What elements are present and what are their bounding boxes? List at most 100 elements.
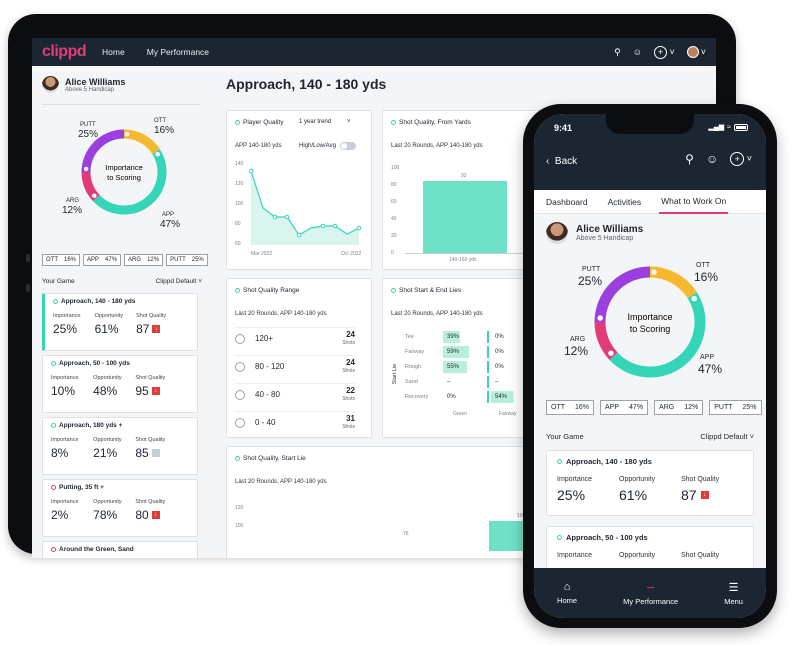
logo[interactable]: clippd <box>42 43 87 60</box>
panel-title: Shot Start & End Lies <box>399 287 462 294</box>
profile-sidebar: Alice Williams Above 5 Handicap Importan… <box>32 66 212 558</box>
users-icon[interactable]: ☺ <box>632 47 642 57</box>
account-menu[interactable]: ˅ <box>686 46 706 58</box>
tab-dashboard[interactable]: Dashboard <box>546 196 588 207</box>
filter-dropdown[interactable]: Clippd Default ˅ <box>156 278 202 285</box>
col-header: Opportunity <box>619 552 656 559</box>
add-menu[interactable]: + ˅ <box>653 45 675 59</box>
lie-cell[interactable]: 39% <box>443 331 489 343</box>
stat-label: OTT <box>551 404 565 411</box>
donut-label-putt: PUTT <box>80 122 96 128</box>
your-game-label: Your Game <box>546 432 584 441</box>
range-value: 22 <box>346 385 355 395</box>
high-low-toggle[interactable]: High/Low/Avg <box>299 142 356 150</box>
tab-activities[interactable]: Activities <box>607 196 642 207</box>
donut-segment-app[interactable] <box>93 149 167 215</box>
nav-my-performance[interactable]: ∽ My Performance <box>623 581 678 606</box>
trend-dropdown[interactable]: 1 year trend ˅ <box>299 119 351 125</box>
donut-segment-app[interactable] <box>609 292 706 378</box>
focus-card[interactable]: Approach, 180 yds + Importance 8% Opportuni… <box>42 417 198 475</box>
stat-putt: PUTT 25% <box>709 400 762 415</box>
focus-card[interactable]: Approach, 50 - 100 yds Importance 10% Oppor… <box>42 355 198 413</box>
donut-marker <box>83 166 89 172</box>
chevron-down-icon: ˅ <box>198 278 202 285</box>
club-icon <box>235 389 245 400</box>
lie-cell[interactable]: – <box>443 376 489 388</box>
stat-value: 12% <box>147 257 160 263</box>
quality-value: 85 <box>135 446 149 460</box>
focus-card[interactable]: Approach, 140 - 180 yds Importance 25% Op… <box>546 450 754 516</box>
status-dot <box>51 423 56 428</box>
filter-value: Clippd Default <box>155 278 197 285</box>
y-tick: 100 <box>235 523 244 529</box>
nav-my-performance[interactable]: My Performance <box>146 47 210 57</box>
trend-point <box>284 214 290 220</box>
phone-header: 9:41 ▂▄▆ ≈ ‹ Back ⚲ ☺ + ˅ <box>534 114 766 190</box>
focus-card[interactable]: Approach, 140 - 180 yds Importance 25% Oppo… <box>42 293 198 351</box>
chart-icon: ∽ <box>646 581 656 594</box>
card-title: Putting, 35 ft + <box>59 484 104 491</box>
back-button[interactable]: ‹ Back <box>546 156 577 167</box>
stat-label: APP <box>87 257 100 263</box>
card-title: Approach, 50 - 100 yds <box>566 533 648 542</box>
nav-home[interactable]: ⌂ Home <box>557 581 577 605</box>
status-dot <box>235 456 240 461</box>
range-row: 120+ 24 Shots <box>235 327 355 349</box>
donut-value-arg: 12% <box>62 205 83 216</box>
range-unit: Shots <box>342 339 355 346</box>
status-dot <box>235 120 240 125</box>
wifi-icon: ≈ <box>727 123 731 131</box>
chevron-down-icon: ˅ <box>669 46 675 57</box>
nav-menu[interactable]: ☰ Menu <box>724 581 743 606</box>
add-menu[interactable]: + ˅ <box>730 152 752 166</box>
panel-subtitle: Last 20 Rounds, APP 140-180 yds <box>391 143 483 149</box>
donut-segment-ott[interactable] <box>123 129 160 155</box>
tab-what-to-work-on[interactable]: What to Work On <box>659 190 729 214</box>
y-tick: 80 <box>235 221 241 227</box>
donut-segment-putt[interactable] <box>594 266 651 323</box>
lie-cell[interactable]: 55% <box>443 361 489 373</box>
nav-home[interactable]: Home <box>102 47 125 57</box>
tablet-screen: clippd Home My Performance ⚲ ☺ + ˅ ˅ Ali… <box>32 38 716 558</box>
arrow-down-icon: ↓ <box>151 511 160 519</box>
donut-marker <box>691 295 697 302</box>
importance-donut: Importance to Scoring PUTT 25% OTT 16% A… <box>44 110 204 230</box>
col-header: Importance <box>53 313 81 319</box>
donut-value-ott: 16% <box>154 125 175 136</box>
axis-label: Start Lie <box>392 363 399 385</box>
page-title: Approach, 140 - 180 yds <box>226 76 387 92</box>
focus-card[interactable]: Around the Green, SandImportanceOpportun… <box>42 541 198 558</box>
range-value: 24 <box>346 357 355 367</box>
bar-value-label: 100 <box>517 513 526 519</box>
col-header: Importance <box>51 437 79 443</box>
donut-chart: Importance to Scoring <box>594 266 706 378</box>
bar-140-160[interactable] <box>423 181 507 253</box>
donut-label-arg: ARG <box>570 336 586 343</box>
donut-segment-putt[interactable] <box>81 129 125 173</box>
users-icon[interactable]: ☺ <box>705 152 719 166</box>
your-game-header: Your Game Clippd Default ˅ <box>546 432 754 441</box>
lie-cell[interactable]: 0% <box>443 391 489 403</box>
panel-subtitle: Last 20 Rounds, APP 140-180 yds <box>235 311 327 317</box>
col-header: Shot Quality <box>136 313 167 319</box>
panel-title: Shot Quality, From Yards <box>399 119 471 126</box>
col-header: Opportunity <box>619 476 656 483</box>
search-icon[interactable]: ⚲ <box>685 152 694 166</box>
status-dot <box>51 485 56 490</box>
donut-label-arg: ARG <box>66 198 80 204</box>
focus-card[interactable]: Putting, 35 ft + Importance 2% Opportunity 7… <box>42 479 198 537</box>
avatar <box>42 76 59 93</box>
status-dot <box>391 120 396 125</box>
donut-value-putt: 25% <box>78 129 99 140</box>
search-icon[interactable]: ⚲ <box>614 46 621 57</box>
col-header: Shot Quality <box>135 437 166 443</box>
x-tick: Mar 2022 <box>251 251 273 257</box>
donut-center-line2: to Scoring <box>630 324 671 334</box>
your-game-header: Your Game Clippd Default ˅ <box>42 278 202 285</box>
status-dot <box>235 288 240 293</box>
filter-dropdown[interactable]: Clippd Default ˅ <box>700 432 754 441</box>
donut-segment-ott[interactable] <box>649 266 697 299</box>
stat-ott: OTT 16% <box>42 254 81 266</box>
lie-cell[interactable]: 59% <box>443 346 489 358</box>
shot-quality-yards-panel: Shot Quality, From Yards Last 20 Rounds,… <box>382 110 542 270</box>
